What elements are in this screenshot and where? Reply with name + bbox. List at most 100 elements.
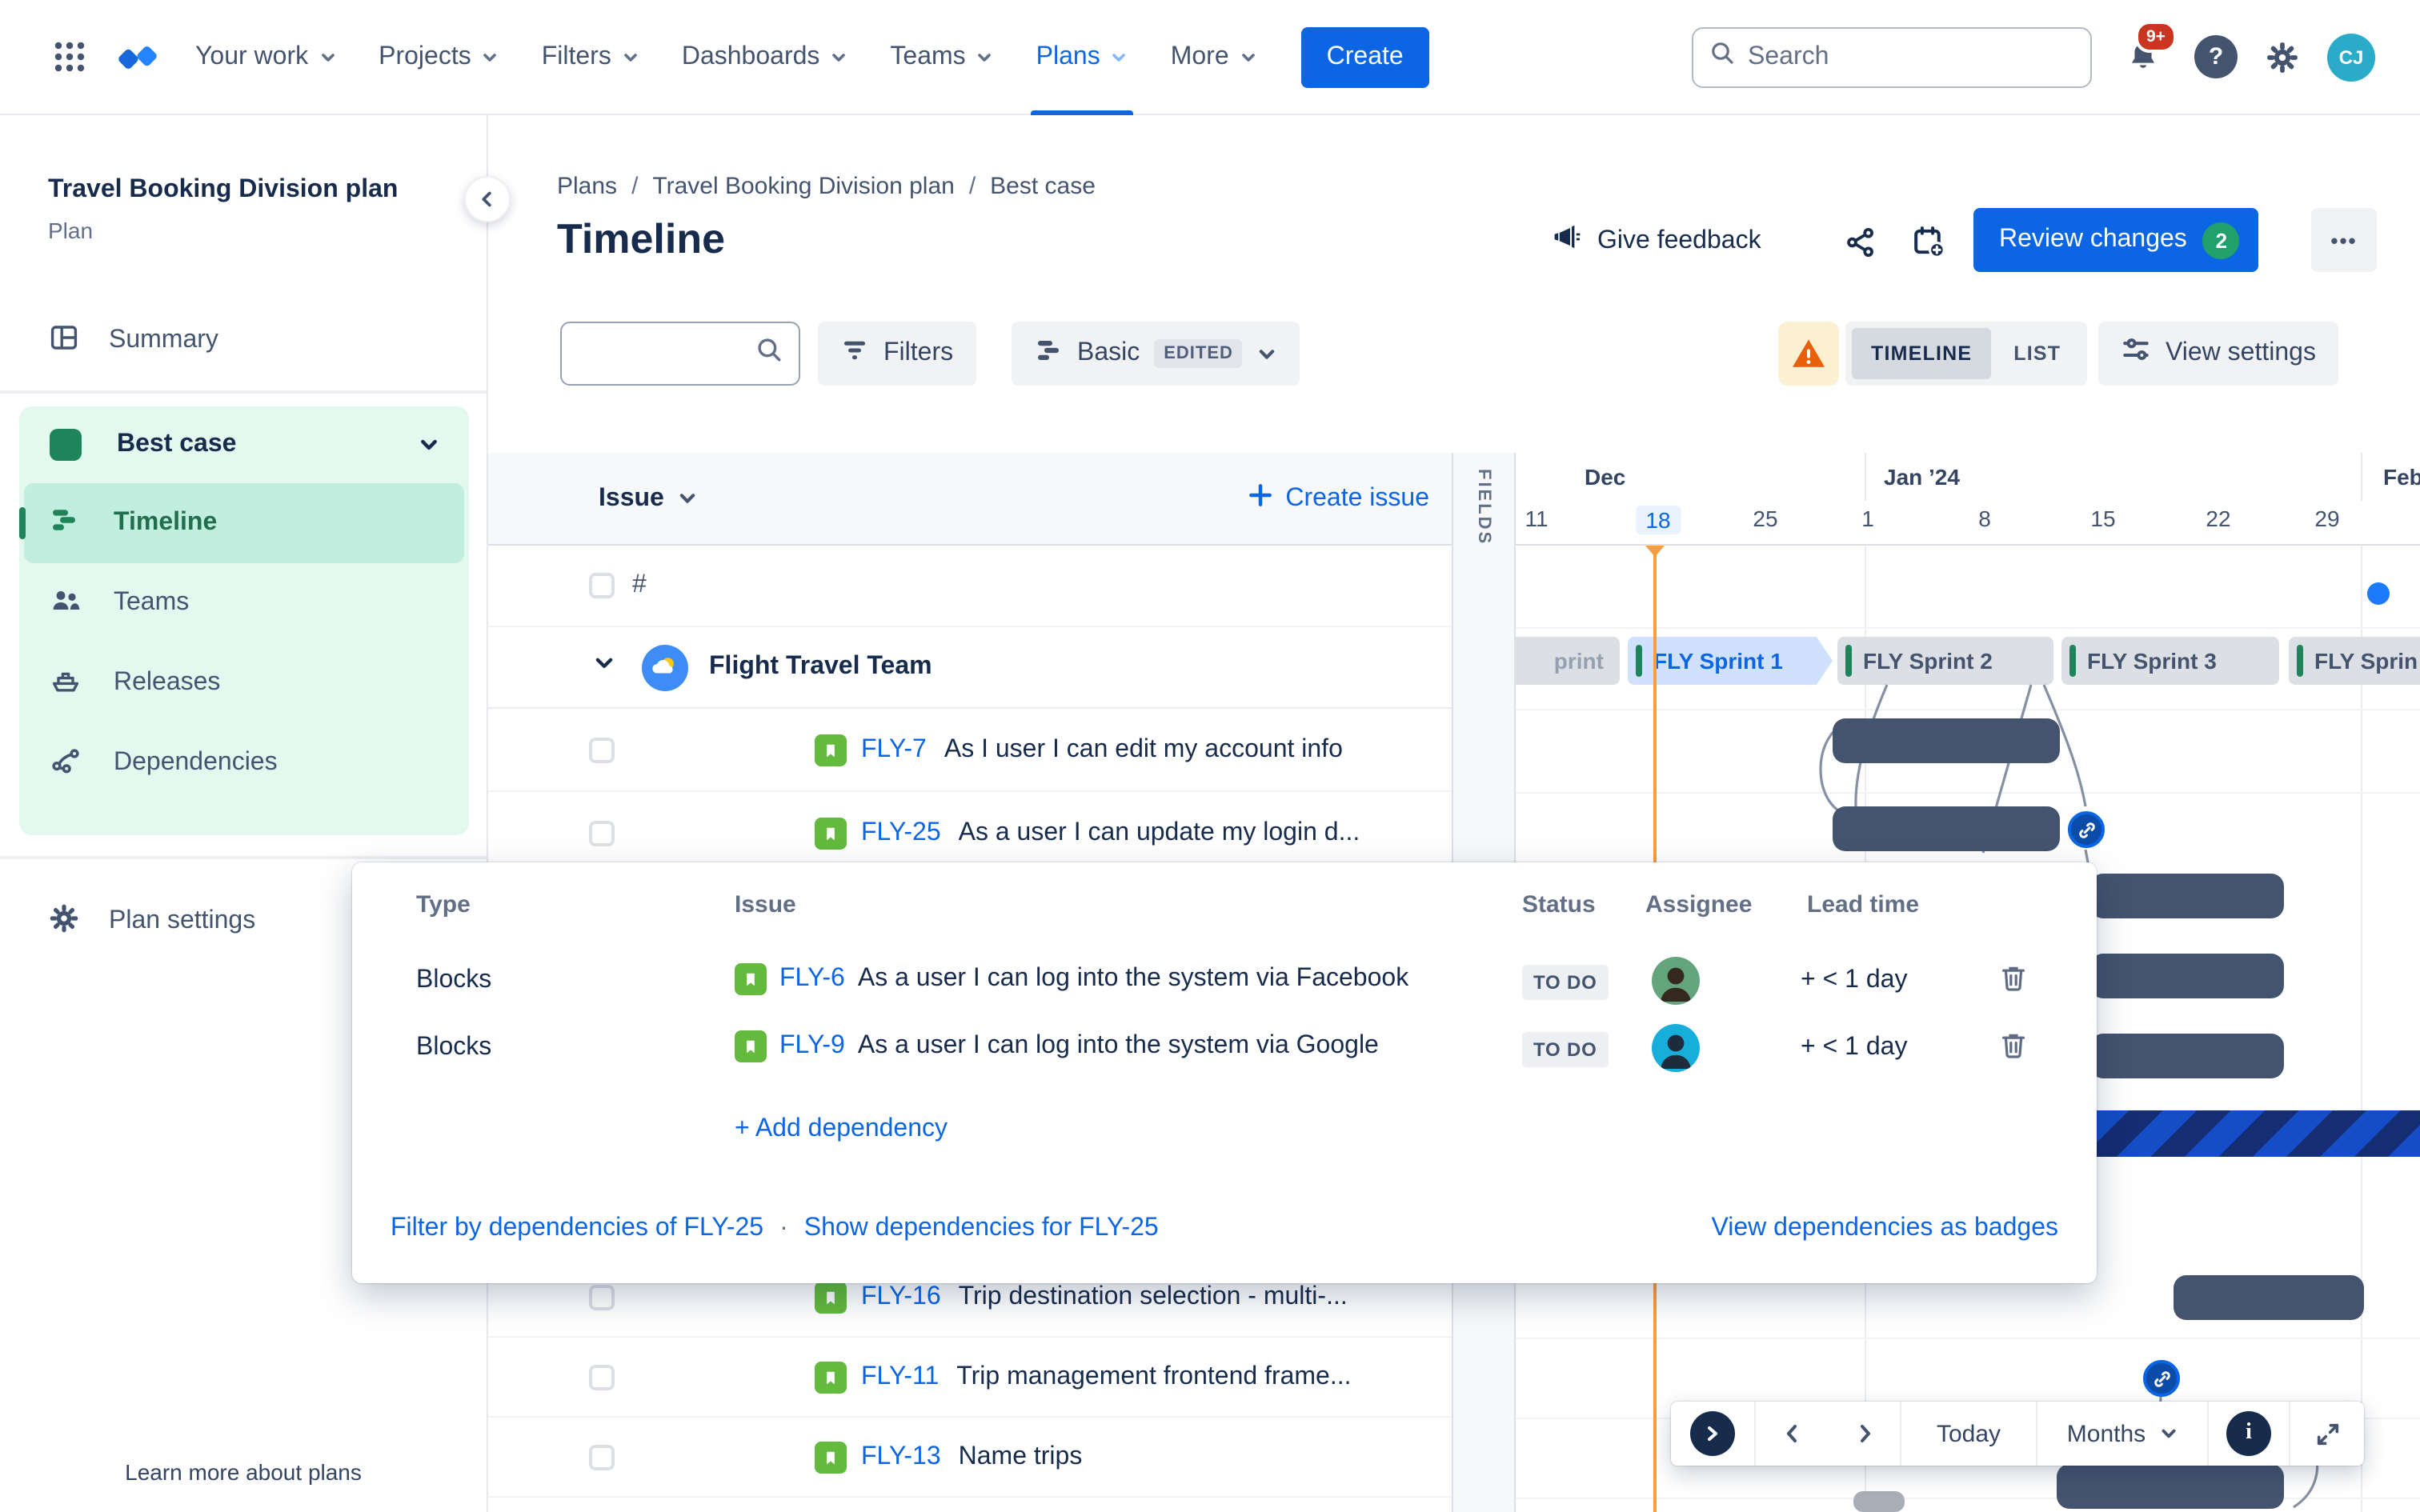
nav-filters[interactable]: Filters (521, 0, 661, 114)
issue-bar[interactable] (2057, 1464, 2284, 1509)
row-checkbox[interactable] (589, 737, 615, 762)
issue-row[interactable]: FLY-11 Trip management frontend frame... (488, 1338, 1452, 1418)
learn-more-link[interactable]: Learn more about plans (125, 1459, 362, 1485)
issue-row[interactable]: FLY-13 Name trips (488, 1418, 1452, 1498)
toggle-list[interactable]: LIST (1994, 328, 2080, 379)
chevron-down-icon (624, 53, 637, 61)
jira-logo-icon[interactable] (117, 36, 158, 78)
row-checkbox[interactable] (589, 820, 615, 846)
assignee-avatar[interactable] (1652, 1024, 1700, 1072)
delete-dependency-icon[interactable] (1997, 1029, 2029, 1066)
warning-button[interactable] (1778, 322, 1839, 386)
fullscreen-button[interactable] (2290, 1402, 2364, 1466)
issue-column-header[interactable]: Issue (599, 484, 698, 513)
story-icon (815, 1361, 847, 1393)
create-button[interactable]: Create (1300, 26, 1429, 87)
scenario-selector[interactable]: Best case (19, 406, 469, 483)
more-actions-button[interactable]: ••• (2311, 208, 2377, 272)
delete-dependency-icon[interactable] (1997, 962, 2029, 998)
issue-key[interactable]: FLY-11 (861, 1362, 940, 1390)
nav-projects[interactable]: Projects (358, 0, 521, 114)
issue-key[interactable]: FLY-7 (861, 735, 927, 762)
sidebar-item-timeline[interactable]: Timeline (19, 483, 464, 563)
issue-bar[interactable] (2090, 874, 2284, 918)
row-checkbox[interactable] (589, 1444, 615, 1470)
create-issue-button[interactable]: Create issue (1247, 481, 1429, 516)
expand-all-button[interactable] (1690, 1411, 1735, 1456)
issue-key[interactable]: FLY-25 (861, 818, 941, 846)
sidebar-item-plan-settings[interactable]: Plan settings (0, 896, 487, 947)
timeline-search[interactable] (560, 322, 800, 386)
scroll-left-button[interactable] (1756, 1402, 1828, 1466)
scroll-right-button[interactable] (1828, 1402, 1900, 1466)
info-button[interactable] (2226, 1411, 2271, 1456)
assignee-avatar[interactable] (1652, 957, 1700, 1005)
bar-fragment[interactable] (1853, 1491, 1905, 1512)
sidebar-item-teams[interactable]: Teams (24, 563, 464, 643)
nav-plans[interactable]: Plans (1016, 0, 1150, 114)
filter-by-dependencies-link[interactable]: Filter by dependencies of FLY-25 (391, 1214, 764, 1242)
selected-indicator (19, 507, 26, 539)
sprint-bar[interactable]: FLY Sprin (2289, 637, 2420, 685)
issue-bar[interactable] (2090, 1034, 2284, 1078)
issue-bar[interactable] (2090, 954, 2284, 998)
time-range-selector[interactable]: Months (2037, 1402, 2207, 1466)
sprint-bar-active[interactable]: FLY Sprint 1 (1628, 637, 1833, 685)
issue-bar[interactable] (1833, 718, 2060, 763)
dependency-link-icon[interactable] (2143, 1360, 2180, 1397)
issue-key[interactable]: FLY-6 (779, 965, 845, 992)
issue-key[interactable]: FLY-13 (861, 1442, 941, 1470)
issue-bar[interactable] (2174, 1275, 2364, 1320)
release-dot[interactable] (2367, 582, 2390, 605)
breadcrumb-plan-name[interactable]: Travel Booking Division plan (652, 173, 955, 200)
issue-row[interactable]: FLY-16 Trip destination selection - mult… (488, 1258, 1452, 1338)
sidebar-item-summary[interactable]: Summary (0, 315, 487, 366)
chevron-down-icon (679, 494, 695, 503)
review-changes-button[interactable]: Review changes 2 (1973, 208, 2259, 272)
show-dependencies-link[interactable]: Show dependencies for FLY-25 (803, 1214, 1159, 1242)
sprint-bar[interactable]: FLY Sprint 3 (2061, 637, 2279, 685)
search-input[interactable] (1748, 42, 2074, 71)
timeline-search-input[interactable] (578, 340, 755, 367)
row-checkbox[interactable] (589, 1284, 615, 1310)
calendar-add-icon[interactable] (1903, 218, 1954, 266)
row-checkbox[interactable] (589, 573, 615, 598)
issue-key[interactable]: FLY-9 (779, 1032, 845, 1059)
nav-dashboards[interactable]: Dashboards (661, 0, 870, 114)
issue-key[interactable]: FLY-16 (861, 1282, 941, 1310)
help-icon[interactable] (2194, 35, 2238, 78)
user-avatar[interactable]: CJ (2327, 33, 2375, 81)
numbering-row: # (488, 546, 1452, 627)
notifications-button[interactable]: 9+ (2119, 20, 2177, 84)
row-checkbox[interactable] (589, 1364, 615, 1390)
issue-bar[interactable] (1833, 806, 2060, 851)
toggle-timeline[interactable]: TIMELINE (1852, 328, 1992, 379)
chevron-down-icon[interactable] (592, 651, 616, 683)
global-search[interactable] (1692, 26, 2092, 87)
nav-more[interactable]: More (1150, 0, 1279, 114)
striped-release-bar[interactable] (2095, 1110, 2420, 1157)
share-icon[interactable] (1836, 218, 1884, 266)
breadcrumb-plans[interactable]: Plans (557, 173, 618, 200)
filters-button[interactable]: Filters (818, 322, 976, 386)
view-dependencies-as-badges-link[interactable]: View dependencies as badges (1711, 1214, 2058, 1242)
sidebar-item-releases[interactable]: Releases (24, 643, 464, 723)
dependency-link-icon[interactable] (2068, 811, 2105, 848)
view-preset-button[interactable]: Basic EDITED (1012, 322, 1300, 386)
today-button[interactable]: Today (1901, 1402, 2036, 1466)
sidebar-item-dependencies[interactable]: Dependencies (24, 723, 464, 803)
give-feedback-button[interactable]: Give feedback (1551, 221, 1761, 261)
sprint-bar[interactable]: FLY Sprint 2 (1837, 637, 2053, 685)
settings-gear-icon[interactable] (2265, 39, 2300, 74)
nav-teams[interactable]: Teams (869, 0, 1015, 114)
nav-your-work[interactable]: Your work (174, 0, 358, 114)
add-dependency-link[interactable]: + Add dependency (735, 1115, 948, 1142)
sprint-bar[interactable]: print (1516, 637, 1620, 685)
breadcrumb-scenario[interactable]: Best case (990, 173, 1096, 200)
sidebar-collapse-button[interactable] (464, 176, 511, 222)
issue-row[interactable]: FLY-7 As I user I can edit my account in… (488, 709, 1452, 792)
date-tick: 29 (2314, 506, 2340, 531)
team-row[interactable]: Flight Travel Team (488, 627, 1452, 709)
app-switcher-icon[interactable] (43, 31, 94, 82)
view-settings-button[interactable]: View settings (2098, 322, 2338, 386)
